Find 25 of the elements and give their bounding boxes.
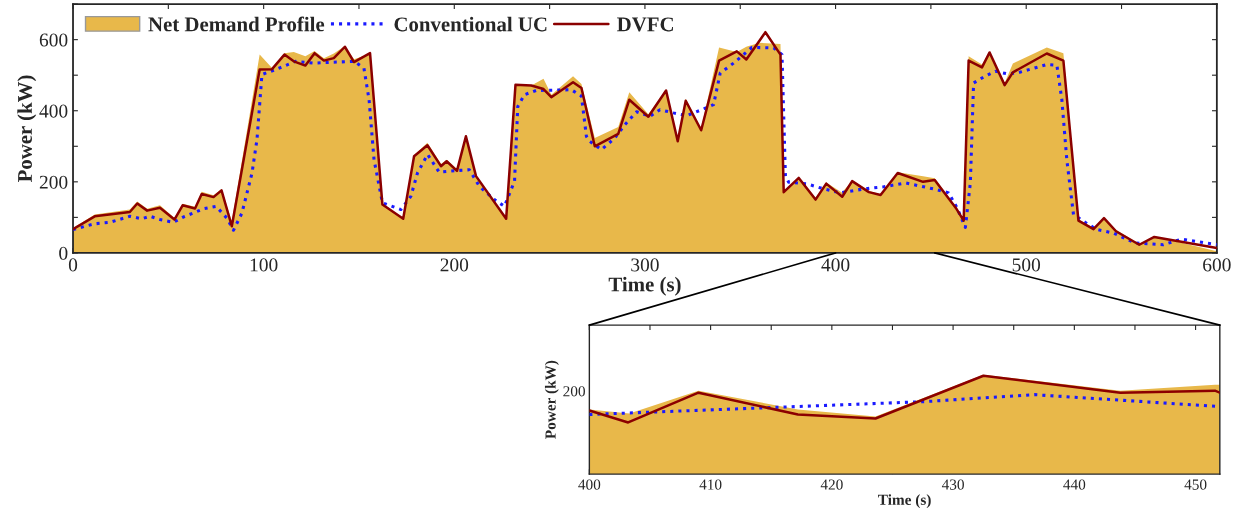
- x-tick-label: 430: [941, 479, 964, 490]
- x-tick-label: 400: [821, 258, 850, 272]
- x-tick-label: 200: [440, 258, 469, 272]
- y-tick-label: 400: [39, 104, 68, 118]
- y-tick-label: 0: [59, 246, 68, 260]
- x-axis-title: Time (s): [878, 494, 931, 509]
- legend-label: Conventional UC: [394, 16, 547, 32]
- x-tick-label: 0: [68, 258, 78, 272]
- y-axis-title: Power (kW): [544, 360, 559, 439]
- x-tick-label: 400: [578, 479, 601, 490]
- y-tick-label: 200: [39, 175, 68, 189]
- x-tick-label: 450: [1184, 479, 1207, 490]
- x-tick-label: 600: [1203, 258, 1231, 272]
- y-axis-title: Power (kW): [17, 75, 37, 183]
- x-tick-label: 300: [631, 258, 659, 272]
- x-tick-label: 440: [1063, 479, 1086, 490]
- legend-label: Net Demand Profile: [148, 16, 325, 32]
- x-tick-label: 500: [1012, 258, 1041, 272]
- x-tick-label: 100: [250, 258, 278, 272]
- y-tick-label: 600: [39, 33, 68, 47]
- x-axis-title: Time (s): [608, 276, 681, 296]
- text: 200: [563, 386, 585, 397]
- x-tick-label: 410: [699, 479, 722, 490]
- legend-label: DVFC: [617, 17, 673, 32]
- x-tick-label: 420: [820, 479, 843, 490]
